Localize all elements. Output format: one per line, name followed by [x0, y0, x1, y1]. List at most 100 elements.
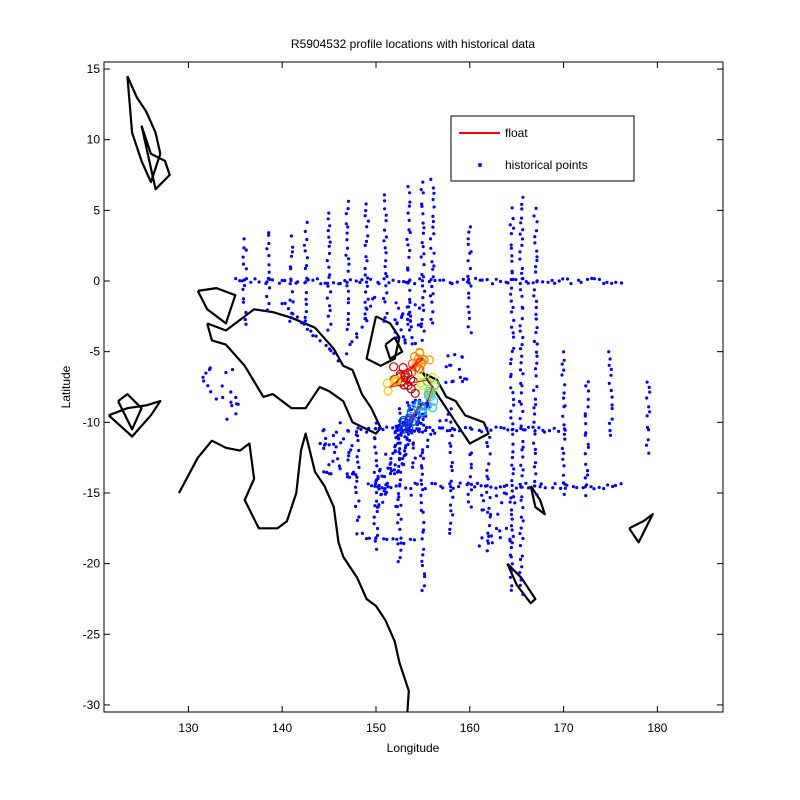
historical-point: [373, 504, 377, 508]
historical-point: [377, 282, 381, 286]
historical-point: [521, 409, 525, 413]
historical-point: [523, 428, 527, 432]
historical-point: [241, 300, 245, 304]
x-tick-label: 170: [554, 721, 574, 735]
historical-point: [421, 448, 425, 452]
historical-point: [647, 451, 651, 455]
historical-point: [365, 284, 369, 288]
historical-point: [448, 441, 452, 445]
historical-point: [327, 443, 331, 447]
historical-point: [396, 542, 400, 546]
float-profile-marker: [426, 387, 436, 397]
historical-point: [360, 278, 364, 282]
historical-point: [534, 317, 538, 321]
historical-point: [487, 524, 492, 528]
historical-point: [509, 299, 513, 303]
historical-point: [270, 278, 275, 282]
historical-point: [409, 314, 413, 318]
historical-point: [422, 520, 426, 525]
historical-point: [606, 483, 610, 487]
historical-point: [511, 450, 515, 454]
historical-point: [514, 486, 519, 490]
historical-point: [324, 436, 328, 441]
historical-point: [647, 428, 651, 432]
historical-point: [395, 426, 399, 430]
historical-point: [234, 402, 239, 406]
historical-point: [375, 547, 379, 551]
historical-point: [504, 526, 508, 531]
historical-point: [333, 450, 337, 454]
historical-point: [449, 509, 453, 513]
historical-point: [608, 429, 612, 433]
historical-point: [488, 515, 492, 519]
historical-point: [481, 499, 486, 503]
float-profile-marker: [415, 364, 425, 374]
historical-point: [422, 329, 426, 333]
historical-point: [356, 460, 360, 464]
historical-point: [388, 462, 392, 466]
historical-point: [398, 441, 402, 445]
historical-point: [502, 426, 506, 430]
historical-point: [449, 521, 453, 525]
historical-point: [520, 495, 524, 499]
historical-point: [363, 214, 367, 218]
historical-point: [569, 282, 573, 286]
historical-point: [453, 428, 457, 432]
historical-point: [303, 229, 307, 234]
historical-point: [305, 327, 309, 331]
historical-point: [345, 352, 349, 356]
historical-point: [586, 397, 590, 401]
historical-point: [509, 555, 513, 559]
historical-point: [510, 455, 514, 460]
historical-point: [277, 281, 282, 285]
historical-point: [449, 420, 453, 424]
historical-point: [383, 207, 387, 211]
historical-point: [401, 312, 405, 316]
historical-point: [428, 294, 433, 298]
historical-point: [520, 277, 524, 281]
historical-point: [354, 430, 359, 434]
historical-point: [421, 530, 425, 534]
y-tick-label: -25: [83, 627, 101, 641]
historical-point: [521, 592, 525, 597]
historical-point: [388, 472, 393, 476]
historical-point: [419, 493, 423, 497]
historical-point: [562, 368, 566, 372]
historical-point: [399, 315, 404, 319]
historical-point: [406, 243, 410, 247]
historical-point: [397, 280, 401, 284]
historical-point: [408, 328, 412, 332]
historical-point: [230, 404, 234, 408]
historical-point: [407, 255, 411, 259]
historical-point: [383, 265, 387, 269]
historical-point: [391, 451, 395, 455]
historical-point: [520, 207, 524, 211]
historical-point: [383, 246, 387, 250]
historical-point: [393, 445, 397, 449]
historical-point: [304, 302, 308, 306]
historical-point: [431, 225, 435, 229]
historical-point: [305, 264, 309, 268]
historical-point: [505, 483, 509, 487]
historical-point: [480, 430, 484, 434]
y-tick-label: 5: [93, 203, 100, 217]
float-profile-marker: [428, 403, 438, 413]
historical-point: [535, 279, 539, 283]
historical-point: [483, 484, 488, 488]
historical-point: [407, 438, 412, 443]
historical-point: [394, 484, 398, 488]
historical-point: [365, 259, 369, 263]
historical-point: [355, 475, 359, 479]
historical-point: [355, 532, 359, 536]
historical-point: [457, 367, 461, 371]
historical-point: [305, 220, 309, 224]
historical-point: [408, 297, 412, 302]
historical-point: [346, 289, 350, 293]
historical-point: [521, 455, 525, 459]
historical-point: [365, 319, 369, 323]
historical-point: [485, 441, 489, 445]
historical-point: [533, 397, 538, 401]
historical-point: [586, 473, 590, 477]
historical-point: [610, 403, 614, 407]
historical-point: [327, 235, 331, 239]
